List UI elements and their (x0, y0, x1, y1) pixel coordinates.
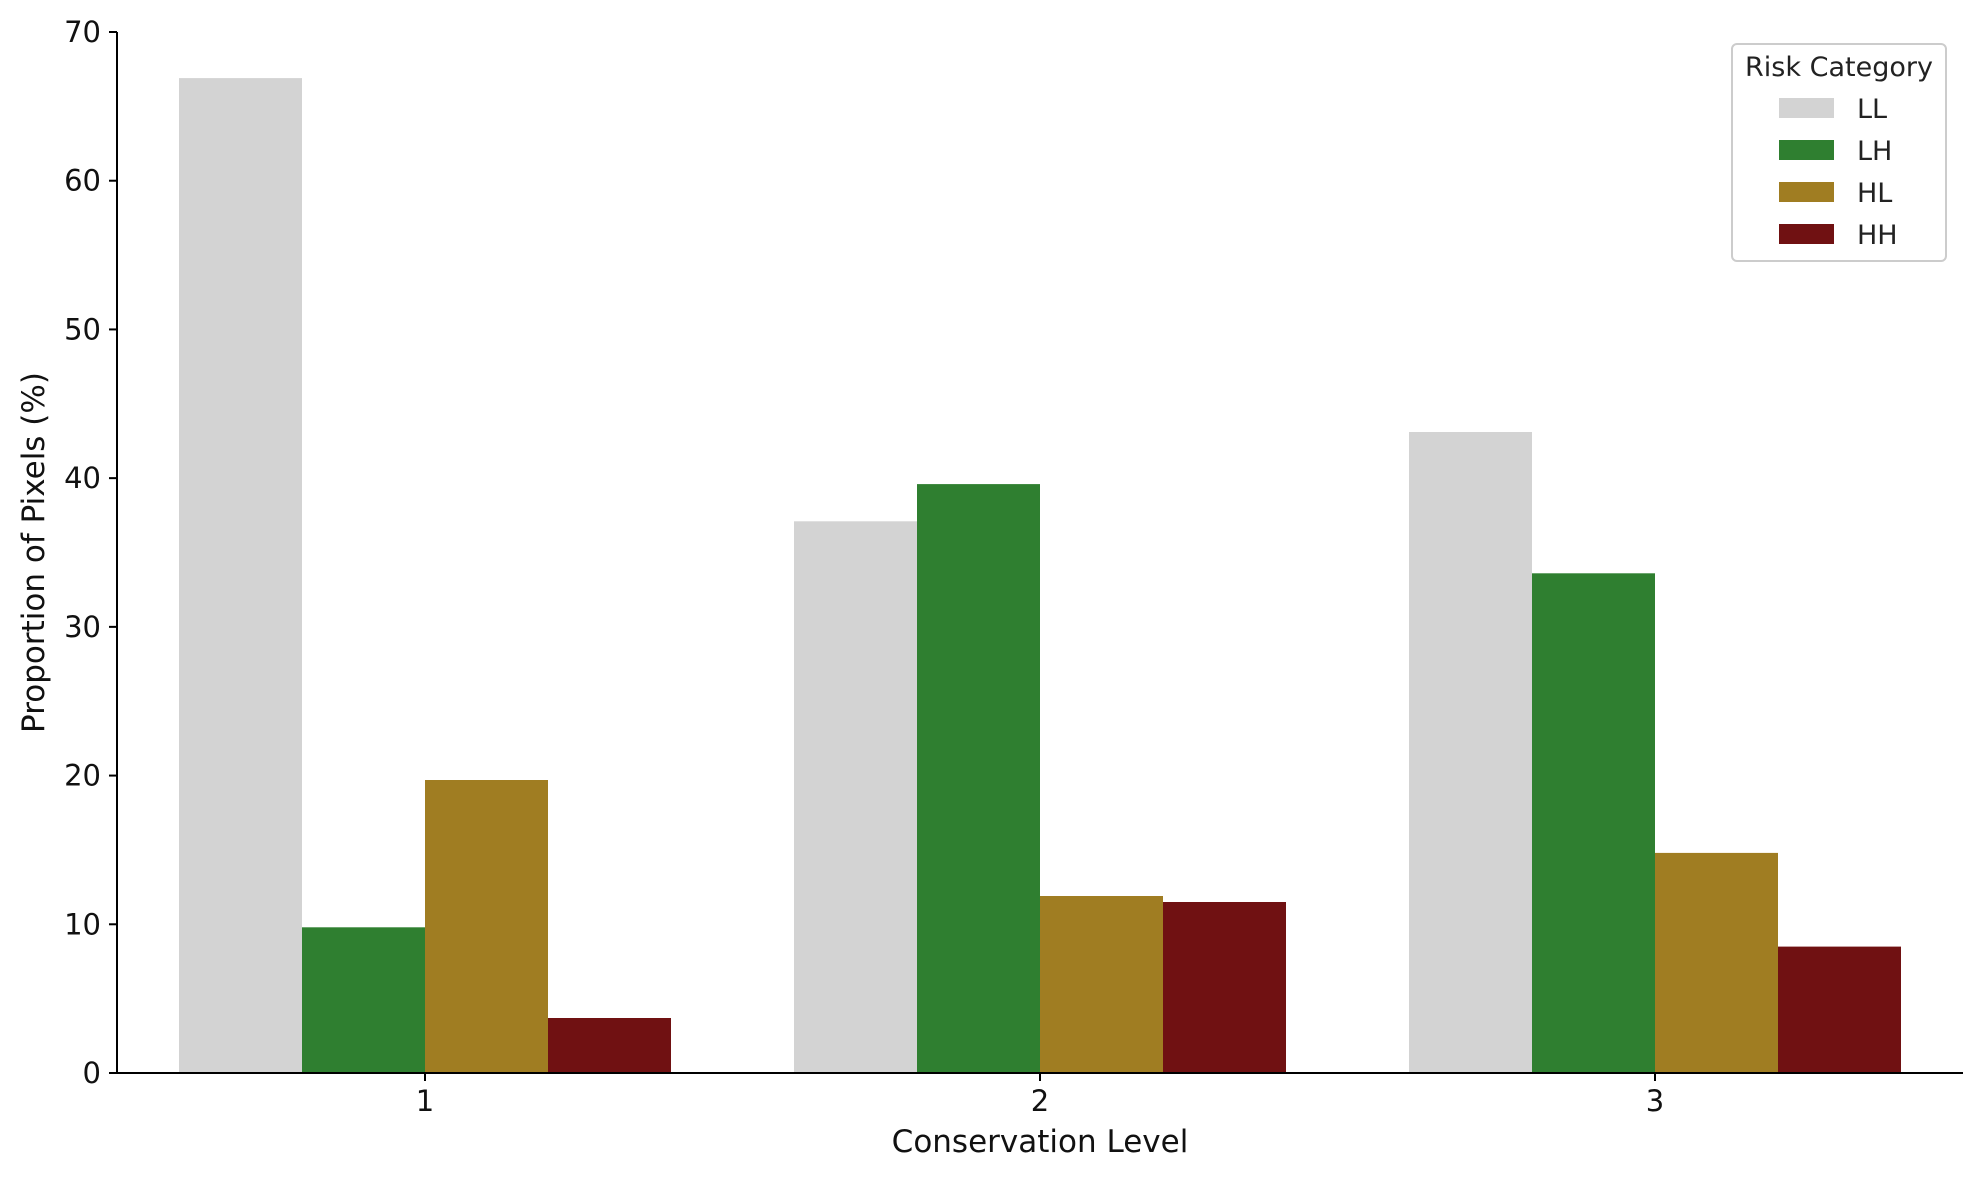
y-tick-label: 60 (64, 164, 101, 198)
bar-hh-level-1 (548, 1018, 671, 1073)
legend-swatch-ll (1779, 98, 1834, 118)
legend-label-lh: LH (1857, 136, 1892, 167)
bar-hh-level-3 (1778, 946, 1901, 1073)
bar-lh-level-3 (1532, 573, 1655, 1073)
y-ticks: 0 10 20 30 40 50 60 70 (64, 15, 117, 1090)
legend-label-ll: LL (1857, 94, 1887, 125)
legend-swatch-hh (1779, 224, 1834, 244)
bar-hl-level-1 (425, 780, 548, 1073)
y-tick-label: 30 (64, 610, 101, 644)
bar-hl-level-2 (1040, 896, 1163, 1073)
bar-ll-level-2 (794, 521, 917, 1073)
legend-label-hh: HH (1857, 220, 1898, 251)
x-tick-label: 3 (1646, 1084, 1664, 1118)
y-axis-label: Proportion of Pixels (%) (16, 372, 52, 733)
y-tick-label: 0 (83, 1056, 101, 1090)
bar-hl-level-3 (1655, 852, 1778, 1073)
bar-hh-level-2 (1163, 902, 1286, 1073)
x-tick-label: 1 (416, 1084, 434, 1118)
x-ticks: 1 2 3 (416, 1073, 1664, 1118)
y-tick-label: 10 (64, 907, 101, 941)
legend-items: LL LH HL HH (1779, 94, 1898, 251)
x-tick-label: 2 (1031, 1084, 1049, 1118)
bar-lh-level-2 (917, 484, 1040, 1074)
legend-swatch-hl (1779, 182, 1834, 202)
legend-label-hl: HL (1857, 178, 1892, 209)
y-tick-label: 50 (64, 312, 101, 346)
bar-ll-level-1 (179, 78, 302, 1074)
y-tick-label: 40 (64, 461, 101, 495)
legend-title: Risk Category (1745, 52, 1933, 83)
legend-swatch-lh (1779, 140, 1834, 160)
y-tick-label: 70 (64, 15, 101, 49)
bar-lh-level-1 (302, 927, 425, 1073)
legend: Risk Category LL LH HL HH (1731, 43, 1947, 262)
bar-ll-level-3 (1409, 432, 1532, 1073)
y-tick-label: 20 (64, 759, 101, 793)
x-axis-label: Conservation Level (892, 1124, 1189, 1160)
bars-layer (179, 78, 1901, 1074)
